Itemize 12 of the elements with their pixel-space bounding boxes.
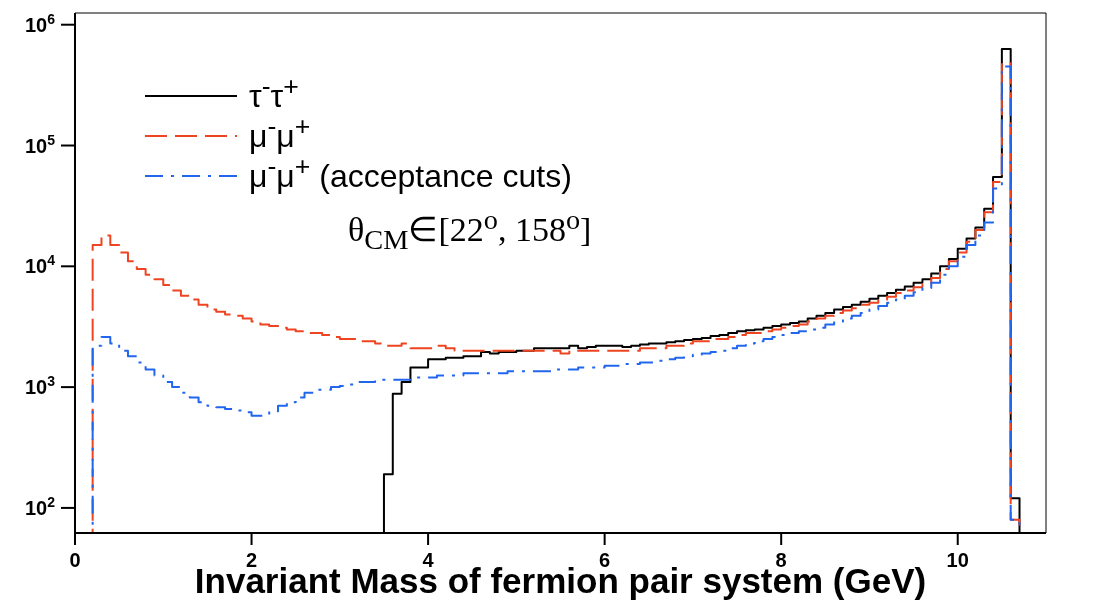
y-tick-label: 10$^{4}$ [24, 252, 56, 278]
y-tick-label: 10$^{3}$ [24, 373, 56, 399]
y-tick-label: 10$^{5}$ [24, 131, 56, 157]
annotation: θ$_{CM}$∈[22$^{o}$, 158$^{o}$] [348, 204, 592, 257]
legend-label: τ$^{-}$τ$^{+}$ [249, 71, 299, 114]
x-tick-label: 10 [946, 549, 969, 571]
x-tick-label: 0 [69, 549, 81, 571]
x-tick-label: 8 [775, 549, 787, 571]
x-tick-label: 4 [422, 549, 435, 571]
y-tick-label: 10$^{6}$ [24, 10, 56, 36]
y-tick-label: 10$^{2}$ [24, 493, 56, 519]
x-tick-label: 6 [599, 549, 611, 571]
